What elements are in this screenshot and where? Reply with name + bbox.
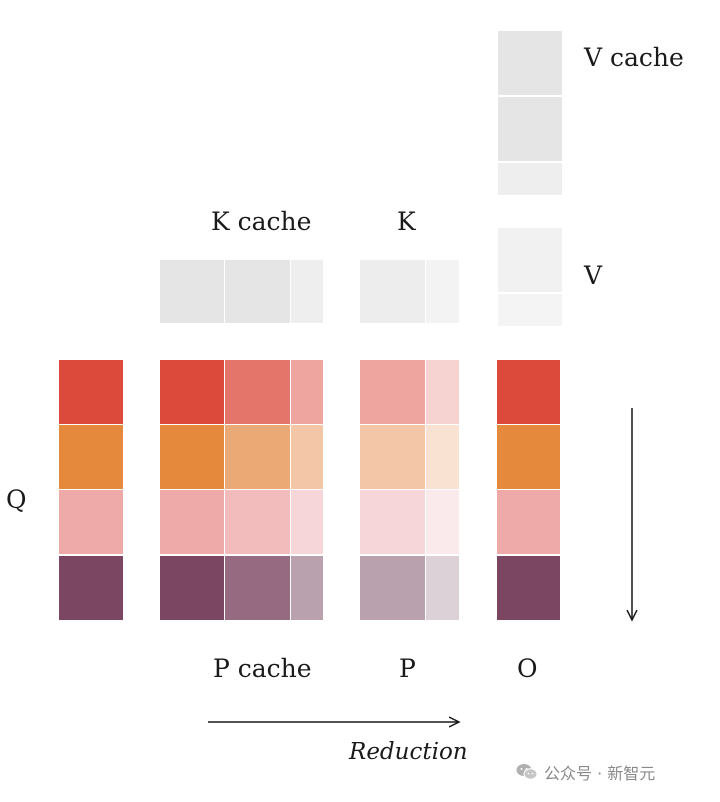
p-cache-cell-r3-c3 <box>291 490 323 554</box>
o-cell-row-3 <box>497 490 560 554</box>
matrix-cells <box>59 31 562 620</box>
v-cache-cell-3 <box>498 163 562 195</box>
reduction-label: Reduction <box>349 739 468 765</box>
p-cell-r3-c2 <box>426 490 459 554</box>
watermark-text: 公众号 · 新智元 <box>544 764 656 783</box>
p-cache-cell-r1-c1 <box>160 360 224 424</box>
k-cache-label: K cache <box>211 207 312 236</box>
o-label: O <box>517 654 538 683</box>
p-cell-r4-c1 <box>360 556 425 620</box>
k-cell-1 <box>360 260 425 323</box>
p-cache-cell-r4-c2 <box>225 556 290 620</box>
q-cell-row-2 <box>59 425 123 489</box>
k-cache-cell-2 <box>225 260 290 323</box>
p-cell-r2-c2 <box>426 425 459 489</box>
p-cache-cell-r2-c3 <box>291 425 323 489</box>
p-cache-cell-r4-c1 <box>160 556 224 620</box>
k-cache-cell-1 <box>160 260 224 323</box>
p-cache-cell-r2-c2 <box>225 425 290 489</box>
p-cache-label: P cache <box>213 654 312 683</box>
o-cell-row-1 <box>497 360 560 424</box>
k-label: K <box>397 207 416 236</box>
p-cache-cell-r1-c3 <box>291 360 323 424</box>
q-cell-row-1 <box>59 360 123 424</box>
p-cell-r3-c1 <box>360 490 425 554</box>
v-cache-label: V cache <box>584 43 684 72</box>
k-cell-2 <box>426 260 459 323</box>
q-label: Q <box>6 485 27 514</box>
o-cell-row-2 <box>497 425 560 489</box>
p-cache-cell-r3-c2 <box>225 490 290 554</box>
q-cell-row-4 <box>59 556 123 620</box>
v-cell-2 <box>498 294 562 326</box>
v-cell-1 <box>498 228 562 292</box>
p-cell-r2-c1 <box>360 425 425 489</box>
p-cache-cell-r4-c3 <box>291 556 323 620</box>
p-cache-cell-r3-c1 <box>160 490 224 554</box>
wechat-icon <box>516 764 538 780</box>
q-cell-row-3 <box>59 490 123 554</box>
p-cache-cell-r2-c1 <box>160 425 224 489</box>
v-cache-cell-2 <box>498 97 562 161</box>
p-label: P <box>399 654 416 683</box>
v-label: V <box>584 261 603 290</box>
k-cache-cell-3 <box>291 260 323 323</box>
p-cache-cell-r1-c2 <box>225 360 290 424</box>
o-cell-row-4 <box>497 556 560 620</box>
p-cell-r4-c2 <box>426 556 459 620</box>
v-cache-cell-1 <box>498 31 562 95</box>
watermark: 公众号 · 新智元 <box>516 760 655 784</box>
p-cell-r1-c2 <box>426 360 459 424</box>
p-cell-r1-c1 <box>360 360 425 424</box>
